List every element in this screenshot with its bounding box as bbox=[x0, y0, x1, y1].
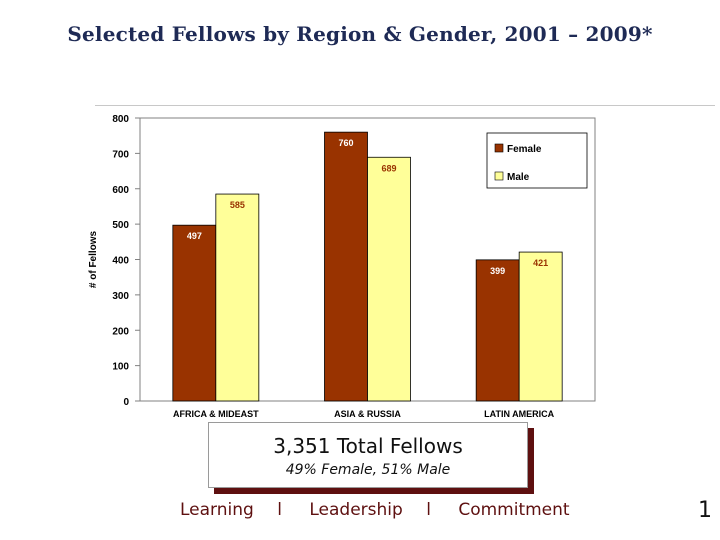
footer-word-learning: Learning bbox=[180, 500, 254, 520]
bar-male bbox=[367, 156, 411, 402]
y-tick-label: 600 bbox=[112, 185, 129, 196]
summary-box: 3,351 Total Fellows 49% Female, 51% Male bbox=[208, 422, 528, 488]
data-label: 497 bbox=[187, 231, 202, 241]
footer-word-commitment: Commitment bbox=[458, 500, 570, 520]
title-divider bbox=[95, 105, 715, 106]
y-tick-label: 200 bbox=[112, 326, 129, 337]
bar-female bbox=[324, 131, 368, 402]
legend-label-male: Male bbox=[507, 172, 530, 183]
bar-male bbox=[518, 251, 563, 402]
footer-separator: l bbox=[277, 500, 282, 520]
data-label: 760 bbox=[338, 138, 353, 148]
legend-swatch-female bbox=[494, 143, 504, 153]
y-tick-label: 800 bbox=[112, 114, 129, 125]
data-label: 421 bbox=[533, 258, 548, 268]
bar-female bbox=[172, 224, 217, 402]
page-title: Selected Fellows by Region & Gender, 200… bbox=[67, 22, 653, 46]
x-tick-label: LATIN AMERICA bbox=[484, 409, 554, 419]
x-tick-label: AFRICA & MIDEAST bbox=[173, 409, 259, 419]
y-tick-label: 700 bbox=[112, 149, 129, 160]
y-tick-label: 100 bbox=[112, 362, 129, 373]
total-fellows: 3,351 Total Fellows bbox=[273, 434, 463, 458]
page-number: 1 bbox=[698, 498, 712, 523]
y-tick-label: 0 bbox=[123, 397, 129, 408]
y-axis-label: # of Fellows bbox=[88, 230, 99, 288]
x-tick-label: ASIA & RUSSIA bbox=[334, 409, 401, 419]
legend-swatch-male bbox=[494, 171, 504, 181]
data-label: 689 bbox=[381, 163, 396, 173]
data-label: 399 bbox=[490, 266, 505, 276]
legend-label-female: Female bbox=[507, 144, 542, 155]
bar-male bbox=[215, 193, 260, 402]
gender-split: 49% Female, 51% Male bbox=[285, 462, 451, 478]
bar-female bbox=[475, 259, 520, 402]
footer-separator: l bbox=[426, 500, 431, 520]
y-tick-label: 400 bbox=[112, 256, 129, 267]
y-tick-label: 300 bbox=[112, 291, 129, 302]
footer-word-leadership: Leadership bbox=[309, 500, 403, 520]
footer-tagline: Learning l Leadership l Commitment bbox=[180, 500, 580, 520]
y-tick-label: 500 bbox=[112, 220, 129, 231]
data-label: 585 bbox=[230, 200, 245, 210]
legend-box bbox=[486, 132, 588, 189]
